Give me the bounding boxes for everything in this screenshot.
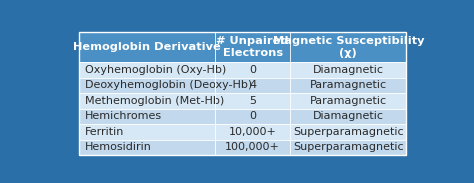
Text: Ferritin: Ferritin <box>84 127 124 137</box>
Text: Diamagnetic: Diamagnetic <box>313 65 384 75</box>
Bar <box>215 109 291 124</box>
Bar <box>215 124 291 140</box>
Text: 100,000+: 100,000+ <box>225 142 280 152</box>
Text: Magnetic Susceptibility
(χ): Magnetic Susceptibility (χ) <box>273 36 424 58</box>
Text: Superparamagnetic: Superparamagnetic <box>293 127 404 137</box>
Text: Oxyhemoglobin (Oxy-Hb): Oxyhemoglobin (Oxy-Hb) <box>84 65 226 75</box>
Text: Deoxyhemoglobin (Deoxy-Hb): Deoxyhemoglobin (Deoxy-Hb) <box>84 80 252 90</box>
Text: # Unpaired
Electrons: # Unpaired Electrons <box>217 36 289 58</box>
Bar <box>80 140 215 155</box>
Bar <box>80 32 406 155</box>
Text: 10,000+: 10,000+ <box>229 127 277 137</box>
Text: 5: 5 <box>249 96 256 106</box>
Text: Superparamagnetic: Superparamagnetic <box>293 142 404 152</box>
Bar <box>80 62 215 78</box>
Bar <box>215 78 291 93</box>
Bar <box>291 62 406 78</box>
Bar <box>215 140 291 155</box>
Bar <box>291 109 406 124</box>
Bar <box>291 124 406 140</box>
Text: 0: 0 <box>249 65 256 75</box>
Text: 0: 0 <box>249 111 256 121</box>
Bar <box>215 62 291 78</box>
Text: Paramagnetic: Paramagnetic <box>310 96 387 106</box>
Text: Diamagnetic: Diamagnetic <box>313 111 384 121</box>
Bar <box>80 109 215 124</box>
Bar <box>80 32 406 62</box>
Bar <box>291 78 406 93</box>
Text: Hemoglobin Derivative: Hemoglobin Derivative <box>73 42 221 52</box>
Text: Paramagnetic: Paramagnetic <box>310 80 387 90</box>
Bar <box>291 93 406 109</box>
Text: Hemosidirin: Hemosidirin <box>84 142 152 152</box>
Bar <box>80 78 215 93</box>
Bar <box>80 93 215 109</box>
Bar <box>291 140 406 155</box>
Text: Methemoglobin (Met-Hb): Methemoglobin (Met-Hb) <box>84 96 224 106</box>
Text: Hemichromes: Hemichromes <box>84 111 162 121</box>
Bar <box>215 93 291 109</box>
Bar <box>80 124 215 140</box>
Text: 4: 4 <box>249 80 256 90</box>
